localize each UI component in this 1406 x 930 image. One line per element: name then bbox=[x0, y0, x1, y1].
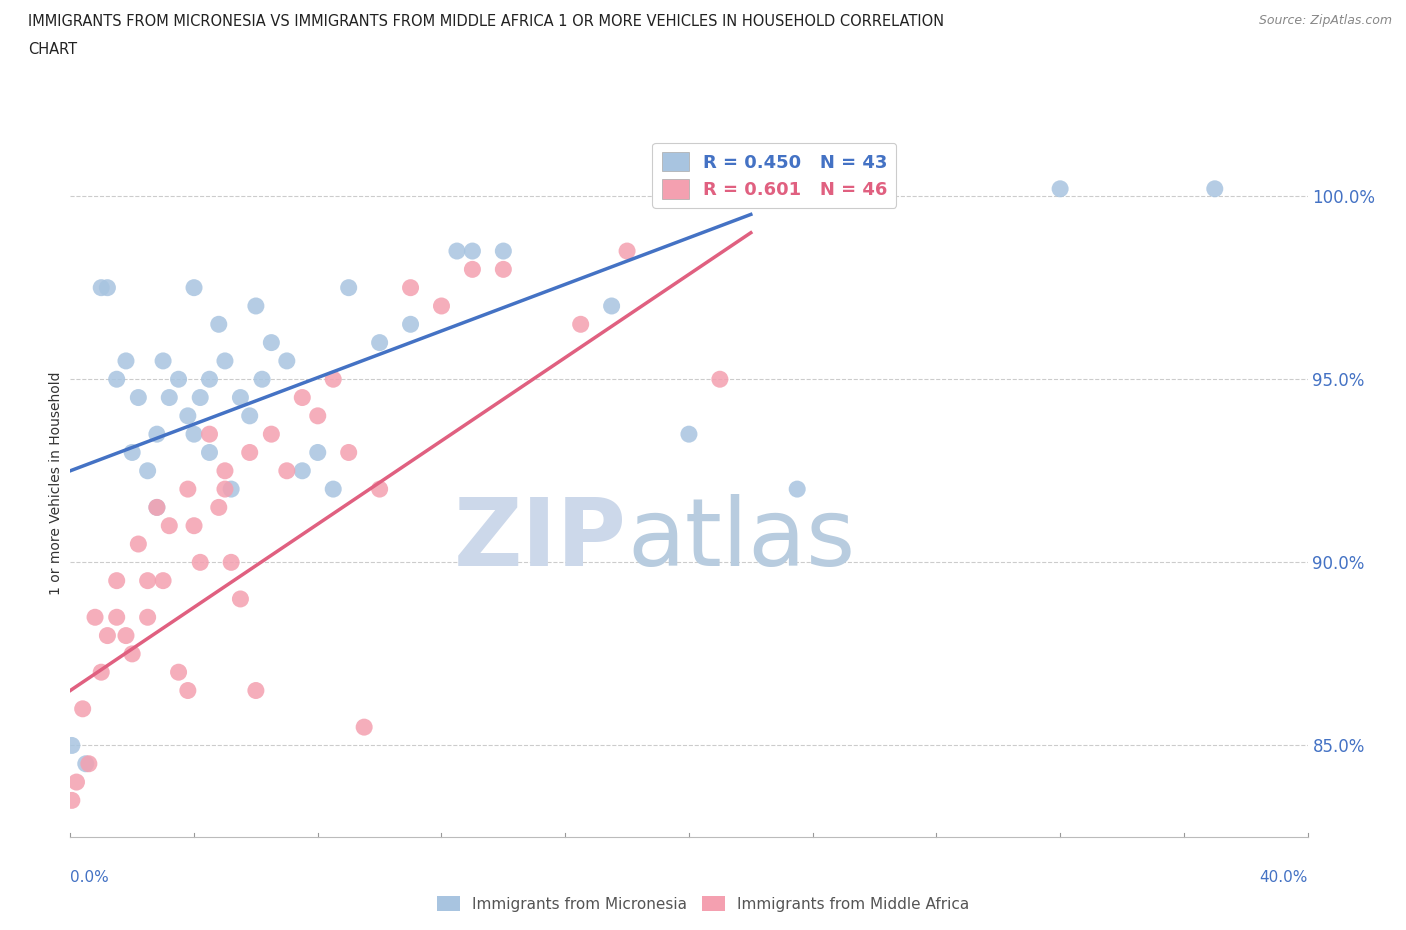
Text: CHART: CHART bbox=[28, 42, 77, 57]
Point bbox=[307, 408, 329, 423]
Point bbox=[214, 463, 236, 478]
Point bbox=[399, 317, 422, 332]
Point bbox=[75, 756, 97, 771]
Point bbox=[276, 353, 298, 368]
Point bbox=[121, 445, 143, 460]
Point bbox=[208, 317, 231, 332]
Point bbox=[115, 353, 138, 368]
Point bbox=[307, 445, 329, 460]
Point bbox=[188, 390, 211, 405]
Point bbox=[229, 591, 252, 606]
Point bbox=[188, 555, 211, 570]
Point bbox=[183, 280, 205, 295]
Point bbox=[136, 573, 159, 588]
Point bbox=[337, 280, 360, 295]
Point bbox=[167, 665, 190, 680]
Point bbox=[146, 427, 169, 442]
Point bbox=[832, 181, 855, 196]
Point bbox=[322, 372, 344, 387]
Point bbox=[65, 775, 87, 790]
Point bbox=[127, 537, 149, 551]
Point bbox=[678, 427, 700, 442]
Point bbox=[492, 262, 515, 277]
Point bbox=[368, 482, 391, 497]
Point bbox=[121, 646, 143, 661]
Point bbox=[183, 518, 205, 533]
Point bbox=[260, 335, 283, 350]
Point bbox=[146, 500, 169, 515]
Point bbox=[461, 262, 484, 277]
Point bbox=[136, 610, 159, 625]
Point bbox=[239, 445, 262, 460]
Point bbox=[136, 463, 159, 478]
Point bbox=[96, 280, 118, 295]
Text: IMMIGRANTS FROM MICRONESIA VS IMMIGRANTS FROM MIDDLE AFRICA 1 OR MORE VEHICLES I: IMMIGRANTS FROM MICRONESIA VS IMMIGRANTS… bbox=[28, 14, 945, 29]
Point bbox=[96, 628, 118, 643]
Point bbox=[127, 390, 149, 405]
Point bbox=[291, 390, 314, 405]
Point bbox=[600, 299, 623, 313]
Point bbox=[337, 445, 360, 460]
Point bbox=[60, 793, 83, 808]
Point bbox=[152, 573, 174, 588]
Point bbox=[198, 445, 221, 460]
Point bbox=[245, 299, 267, 313]
Point bbox=[229, 390, 252, 405]
Point bbox=[1204, 181, 1226, 196]
Point bbox=[198, 372, 221, 387]
Text: 40.0%: 40.0% bbox=[1260, 870, 1308, 884]
Point bbox=[157, 390, 180, 405]
Point bbox=[276, 463, 298, 478]
Point bbox=[214, 353, 236, 368]
Point bbox=[709, 372, 731, 387]
Point bbox=[260, 427, 283, 442]
Point bbox=[90, 280, 112, 295]
Point bbox=[239, 408, 262, 423]
Point bbox=[353, 720, 375, 735]
Point bbox=[219, 555, 242, 570]
Point bbox=[77, 756, 100, 771]
Point bbox=[152, 353, 174, 368]
Point bbox=[198, 427, 221, 442]
Point bbox=[146, 500, 169, 515]
Legend: R = 0.450   N = 43, R = 0.601   N = 46: R = 0.450 N = 43, R = 0.601 N = 46 bbox=[652, 143, 897, 207]
Point bbox=[157, 518, 180, 533]
Text: atlas: atlas bbox=[627, 494, 855, 586]
Point bbox=[105, 372, 128, 387]
Point bbox=[322, 482, 344, 497]
Point bbox=[167, 372, 190, 387]
Y-axis label: 1 or more Vehicles in Household: 1 or more Vehicles in Household bbox=[49, 372, 63, 595]
Point bbox=[177, 482, 200, 497]
Point bbox=[183, 427, 205, 442]
Text: Source: ZipAtlas.com: Source: ZipAtlas.com bbox=[1258, 14, 1392, 27]
Legend: Immigrants from Micronesia, Immigrants from Middle Africa: Immigrants from Micronesia, Immigrants f… bbox=[430, 889, 976, 918]
Point bbox=[1049, 181, 1071, 196]
Text: 0.0%: 0.0% bbox=[70, 870, 110, 884]
Point bbox=[177, 408, 200, 423]
Point bbox=[291, 463, 314, 478]
Point bbox=[72, 701, 94, 716]
Point bbox=[115, 628, 138, 643]
Point bbox=[569, 317, 592, 332]
Point bbox=[250, 372, 273, 387]
Point bbox=[446, 244, 468, 259]
Point bbox=[245, 683, 267, 698]
Point bbox=[430, 299, 453, 313]
Point bbox=[399, 280, 422, 295]
Point bbox=[616, 244, 638, 259]
Point bbox=[90, 665, 112, 680]
Point bbox=[786, 482, 808, 497]
Point bbox=[60, 738, 83, 753]
Point bbox=[105, 610, 128, 625]
Point bbox=[219, 482, 242, 497]
Point bbox=[177, 683, 200, 698]
Point bbox=[105, 573, 128, 588]
Point bbox=[492, 244, 515, 259]
Point bbox=[84, 610, 107, 625]
Point bbox=[208, 500, 231, 515]
Point bbox=[368, 335, 391, 350]
Point bbox=[461, 244, 484, 259]
Text: ZIP: ZIP bbox=[454, 494, 627, 586]
Point bbox=[214, 482, 236, 497]
